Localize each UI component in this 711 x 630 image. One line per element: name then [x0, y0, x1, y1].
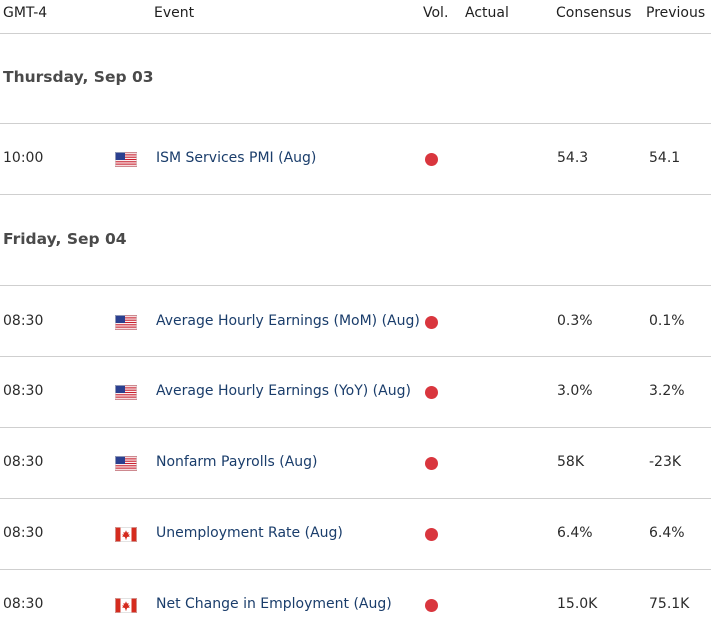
event-row[interactable]: 08:30 Average Hourly Earnings (YoY) (Aug…	[0, 357, 711, 428]
event-time: 08:30	[3, 313, 44, 329]
event-time: 08:30	[3, 525, 44, 541]
previous-header: Previous	[646, 5, 706, 21]
event-row[interactable]: 10:00 ISM Services PMI (Aug) 54.3 54.1	[0, 124, 711, 195]
event-row[interactable]: 08:30 Unemployment Rate (Aug) 6.4% 6.4%	[0, 499, 711, 570]
us-flag-icon	[115, 456, 137, 471]
volatility-high-icon	[425, 599, 438, 612]
event-previous: -23K	[649, 454, 682, 470]
actual-header: Actual	[465, 5, 509, 21]
event-name[interactable]: Average Hourly Earnings (MoM) (Aug)	[156, 313, 420, 329]
event-previous: 6.4%	[649, 525, 685, 541]
header-row: GMT-4 Event Vol. Actual Consensus Previo…	[0, 0, 711, 34]
volatility-high-icon	[425, 457, 438, 470]
event-header: Event	[154, 5, 195, 21]
event-consensus: 6.4%	[557, 525, 593, 541]
event-consensus: 0.3%	[557, 313, 593, 329]
event-row[interactable]: 08:30 Nonfarm Payrolls (Aug) 58K -23K	[0, 428, 711, 499]
event-previous: 3.2%	[649, 383, 685, 399]
canada-flag-icon	[115, 598, 137, 613]
us-flag-icon	[115, 385, 137, 400]
event-name[interactable]: Average Hourly Earnings (YoY) (Aug)	[156, 383, 411, 399]
event-name[interactable]: Net Change in Employment (Aug)	[156, 596, 392, 612]
timezone-header[interactable]: GMT-4	[3, 5, 48, 21]
event-consensus: 58K	[557, 454, 584, 470]
event-previous: 54.1	[649, 150, 681, 166]
volatility-high-icon	[425, 386, 438, 399]
volatility-high-icon	[425, 316, 438, 329]
day-label: Thursday, Sep 03	[3, 68, 154, 86]
day-row: Friday, Sep 04	[0, 195, 711, 286]
us-flag-icon	[115, 152, 137, 167]
event-row[interactable]: 08:30 Average Hourly Earnings (MoM) (Aug…	[0, 286, 711, 357]
event-consensus: 15.0K	[557, 596, 598, 612]
event-row[interactable]: 08:30 Net Change in Employment (Aug) 15.…	[0, 570, 711, 630]
event-time: 08:30	[3, 596, 44, 612]
event-name[interactable]: ISM Services PMI (Aug)	[156, 150, 317, 166]
canada-flag-icon	[115, 527, 137, 542]
us-flag-icon	[115, 315, 137, 330]
event-time: 08:30	[3, 383, 44, 399]
event-name[interactable]: Nonfarm Payrolls (Aug)	[156, 454, 318, 470]
event-time: 10:00	[3, 150, 44, 166]
event-consensus: 54.3	[557, 150, 589, 166]
event-previous: 75.1K	[649, 596, 690, 612]
day-row: Thursday, Sep 03	[0, 34, 711, 124]
event-time: 08:30	[3, 454, 44, 470]
event-name[interactable]: Unemployment Rate (Aug)	[156, 525, 343, 541]
event-previous: 0.1%	[649, 313, 685, 329]
volatility-high-icon	[425, 153, 438, 166]
day-label: Friday, Sep 04	[3, 230, 127, 248]
event-consensus: 3.0%	[557, 383, 593, 399]
consensus-header: Consensus	[556, 5, 632, 21]
volatility-high-icon	[425, 528, 438, 541]
vol-header: Vol.	[423, 5, 449, 21]
